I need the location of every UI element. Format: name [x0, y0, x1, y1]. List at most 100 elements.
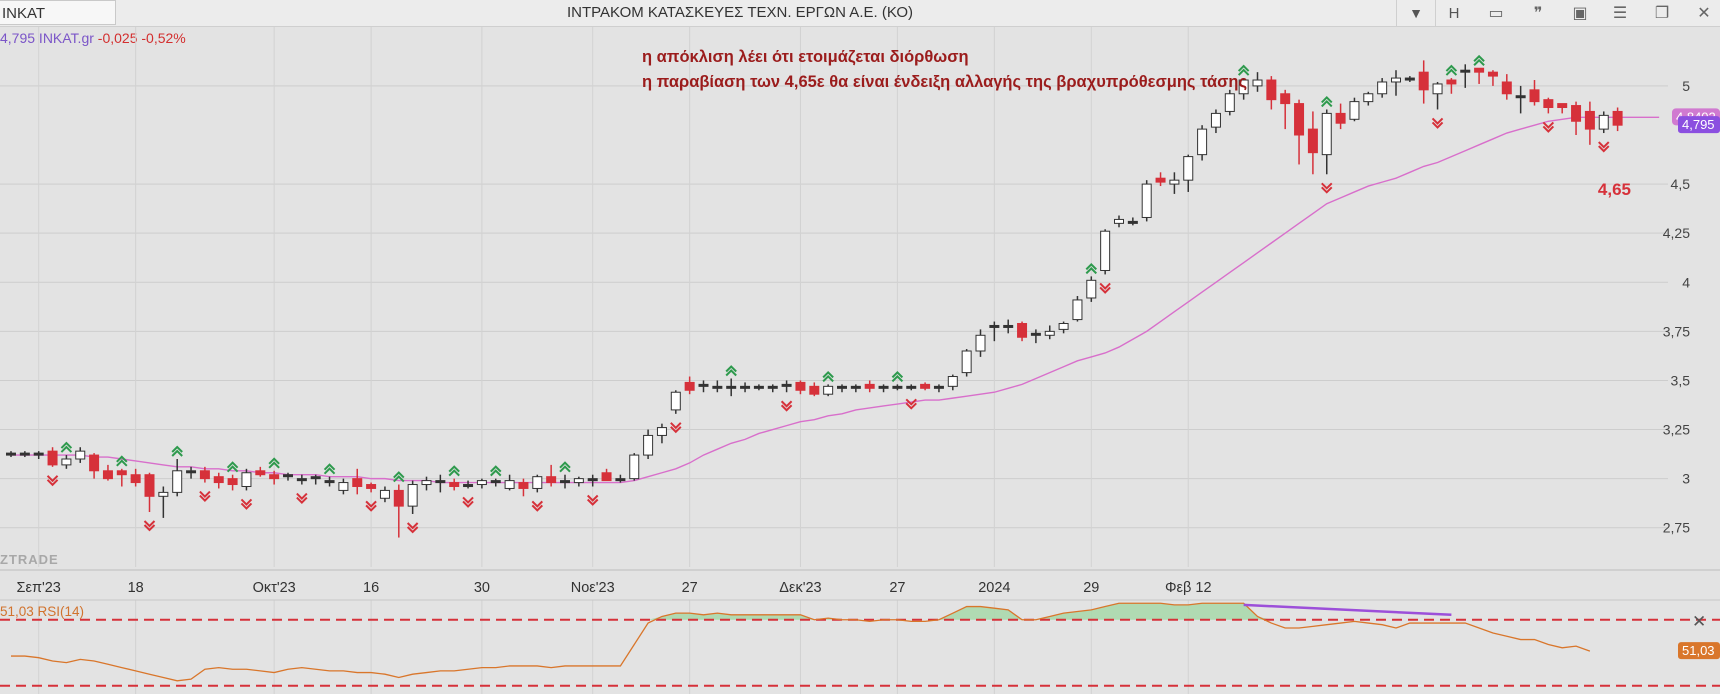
candle — [255, 466, 266, 477]
buy-signal-icon — [725, 365, 737, 377]
candle-body — [1501, 81, 1512, 95]
rsi-close-icon[interactable]: ✕ — [1692, 612, 1707, 631]
buy-signal-icon — [1445, 64, 1458, 76]
x-tick-label: Σεπ'23 — [17, 580, 61, 596]
candle — [6, 451, 16, 458]
candle — [795, 380, 806, 395]
candle — [823, 384, 834, 397]
candle-body — [1515, 95, 1526, 99]
candle-body — [684, 381, 695, 391]
candle-body — [366, 484, 377, 489]
buy-signal-icon — [1237, 64, 1250, 76]
rsi-line — [11, 602, 1591, 682]
candle-body — [269, 474, 280, 480]
comment-icon[interactable]: ❞ — [1533, 5, 1543, 22]
sell-signal-icon — [462, 496, 474, 508]
last-price-badge — [1678, 116, 1720, 134]
candle — [656, 423, 667, 444]
candle — [1169, 172, 1180, 194]
chevron-down-icon[interactable]: ▼ — [1396, 0, 1436, 26]
candle — [421, 476, 432, 491]
candle — [1114, 215, 1124, 228]
candle — [670, 390, 681, 414]
sell-signal-icon — [240, 498, 253, 510]
candle-body — [809, 385, 820, 395]
candle — [1404, 76, 1415, 82]
x-tick-label: Οκτ'23 — [253, 580, 296, 596]
y-tick-label: 4,25 — [1663, 225, 1690, 241]
candle — [1086, 276, 1097, 302]
restore-window-icon[interactable]: ❐ — [1654, 5, 1670, 22]
divergence-line — [1243, 603, 1452, 617]
candle — [407, 480, 418, 514]
candle — [1349, 97, 1360, 122]
candle — [1307, 111, 1318, 175]
sell-signal-icon — [406, 522, 419, 534]
layout-icon[interactable]: ▭ — [1488, 5, 1504, 22]
candle — [712, 380, 723, 393]
candle — [1321, 109, 1332, 175]
candle-body — [1432, 83, 1443, 95]
candle-body — [352, 478, 363, 487]
buy-signal-icon — [448, 465, 460, 477]
candle-body — [1321, 112, 1332, 156]
interval-button[interactable]: H — [1448, 4, 1460, 22]
candle — [518, 478, 529, 497]
candle-body — [1529, 89, 1540, 103]
candle — [1210, 109, 1221, 134]
candle-body — [1474, 67, 1485, 73]
candle — [560, 474, 570, 489]
x-tick-label: 2024 — [978, 580, 1010, 596]
candle — [490, 478, 501, 487]
candle-body — [89, 454, 100, 472]
candle-body — [1100, 230, 1111, 271]
price-ticker: 4,795 INKAT.gr — [0, 30, 94, 46]
price-change: -0,025 -0,52% — [97, 30, 186, 46]
buy-signal-icon — [60, 441, 73, 453]
candle — [463, 480, 474, 489]
close-icon[interactable]: ✕ — [1697, 5, 1711, 22]
candle-body — [560, 480, 570, 484]
candle-body — [1391, 77, 1401, 83]
candle-body — [463, 484, 474, 488]
candle — [1446, 78, 1457, 94]
candle — [1003, 319, 1014, 334]
candle-body — [1446, 79, 1457, 85]
candle-body — [795, 381, 806, 391]
candle-body — [532, 476, 543, 489]
x-tick-label: Νοε'23 — [571, 580, 615, 596]
candle — [975, 329, 986, 357]
candle — [1030, 329, 1041, 344]
candle — [740, 382, 751, 393]
grid: 2,75 3 3,25 3,5 3,75 4 4,25 4,5 5 Σεπ'23 18 Οκτ'23 1… — [0, 27, 1690, 694]
candle-body — [1058, 323, 1069, 330]
symbol-input[interactable]: INKAT — [0, 0, 116, 25]
candle — [1197, 125, 1208, 161]
candle-body — [587, 478, 598, 482]
menu-icon[interactable]: ☰ — [1612, 5, 1628, 22]
sell-signal-icon — [199, 490, 211, 502]
candle-body — [933, 385, 944, 389]
lock-icon[interactable]: ▣ — [1572, 5, 1588, 22]
x-tick-label: Φεβ 12 — [1165, 580, 1212, 596]
candle — [615, 474, 626, 483]
candle-body — [1044, 330, 1055, 336]
candle-body — [1584, 110, 1595, 130]
top-toolbar: INKAT ΙΝΤΡΑΚΟΜ ΚΑΤΑΣΚΕΥΕΣ ΤΕΧΝ. ΕΡΓΩΝ Α.… — [0, 0, 1720, 27]
buy-signal-icon — [1321, 96, 1333, 108]
candle — [684, 376, 695, 395]
candle-body — [199, 470, 210, 480]
candle-body — [753, 385, 764, 389]
candle-body — [324, 480, 335, 484]
moving-average-line — [11, 116, 1660, 484]
sell-signal-icon — [905, 398, 917, 410]
candle-body — [379, 489, 390, 499]
candle-body — [656, 427, 667, 436]
candle — [933, 384, 944, 393]
candle-body — [1363, 93, 1374, 103]
buy-signal-icon — [559, 461, 571, 473]
candle-body — [837, 385, 847, 389]
candle-body — [767, 385, 778, 389]
candle — [1127, 217, 1138, 226]
